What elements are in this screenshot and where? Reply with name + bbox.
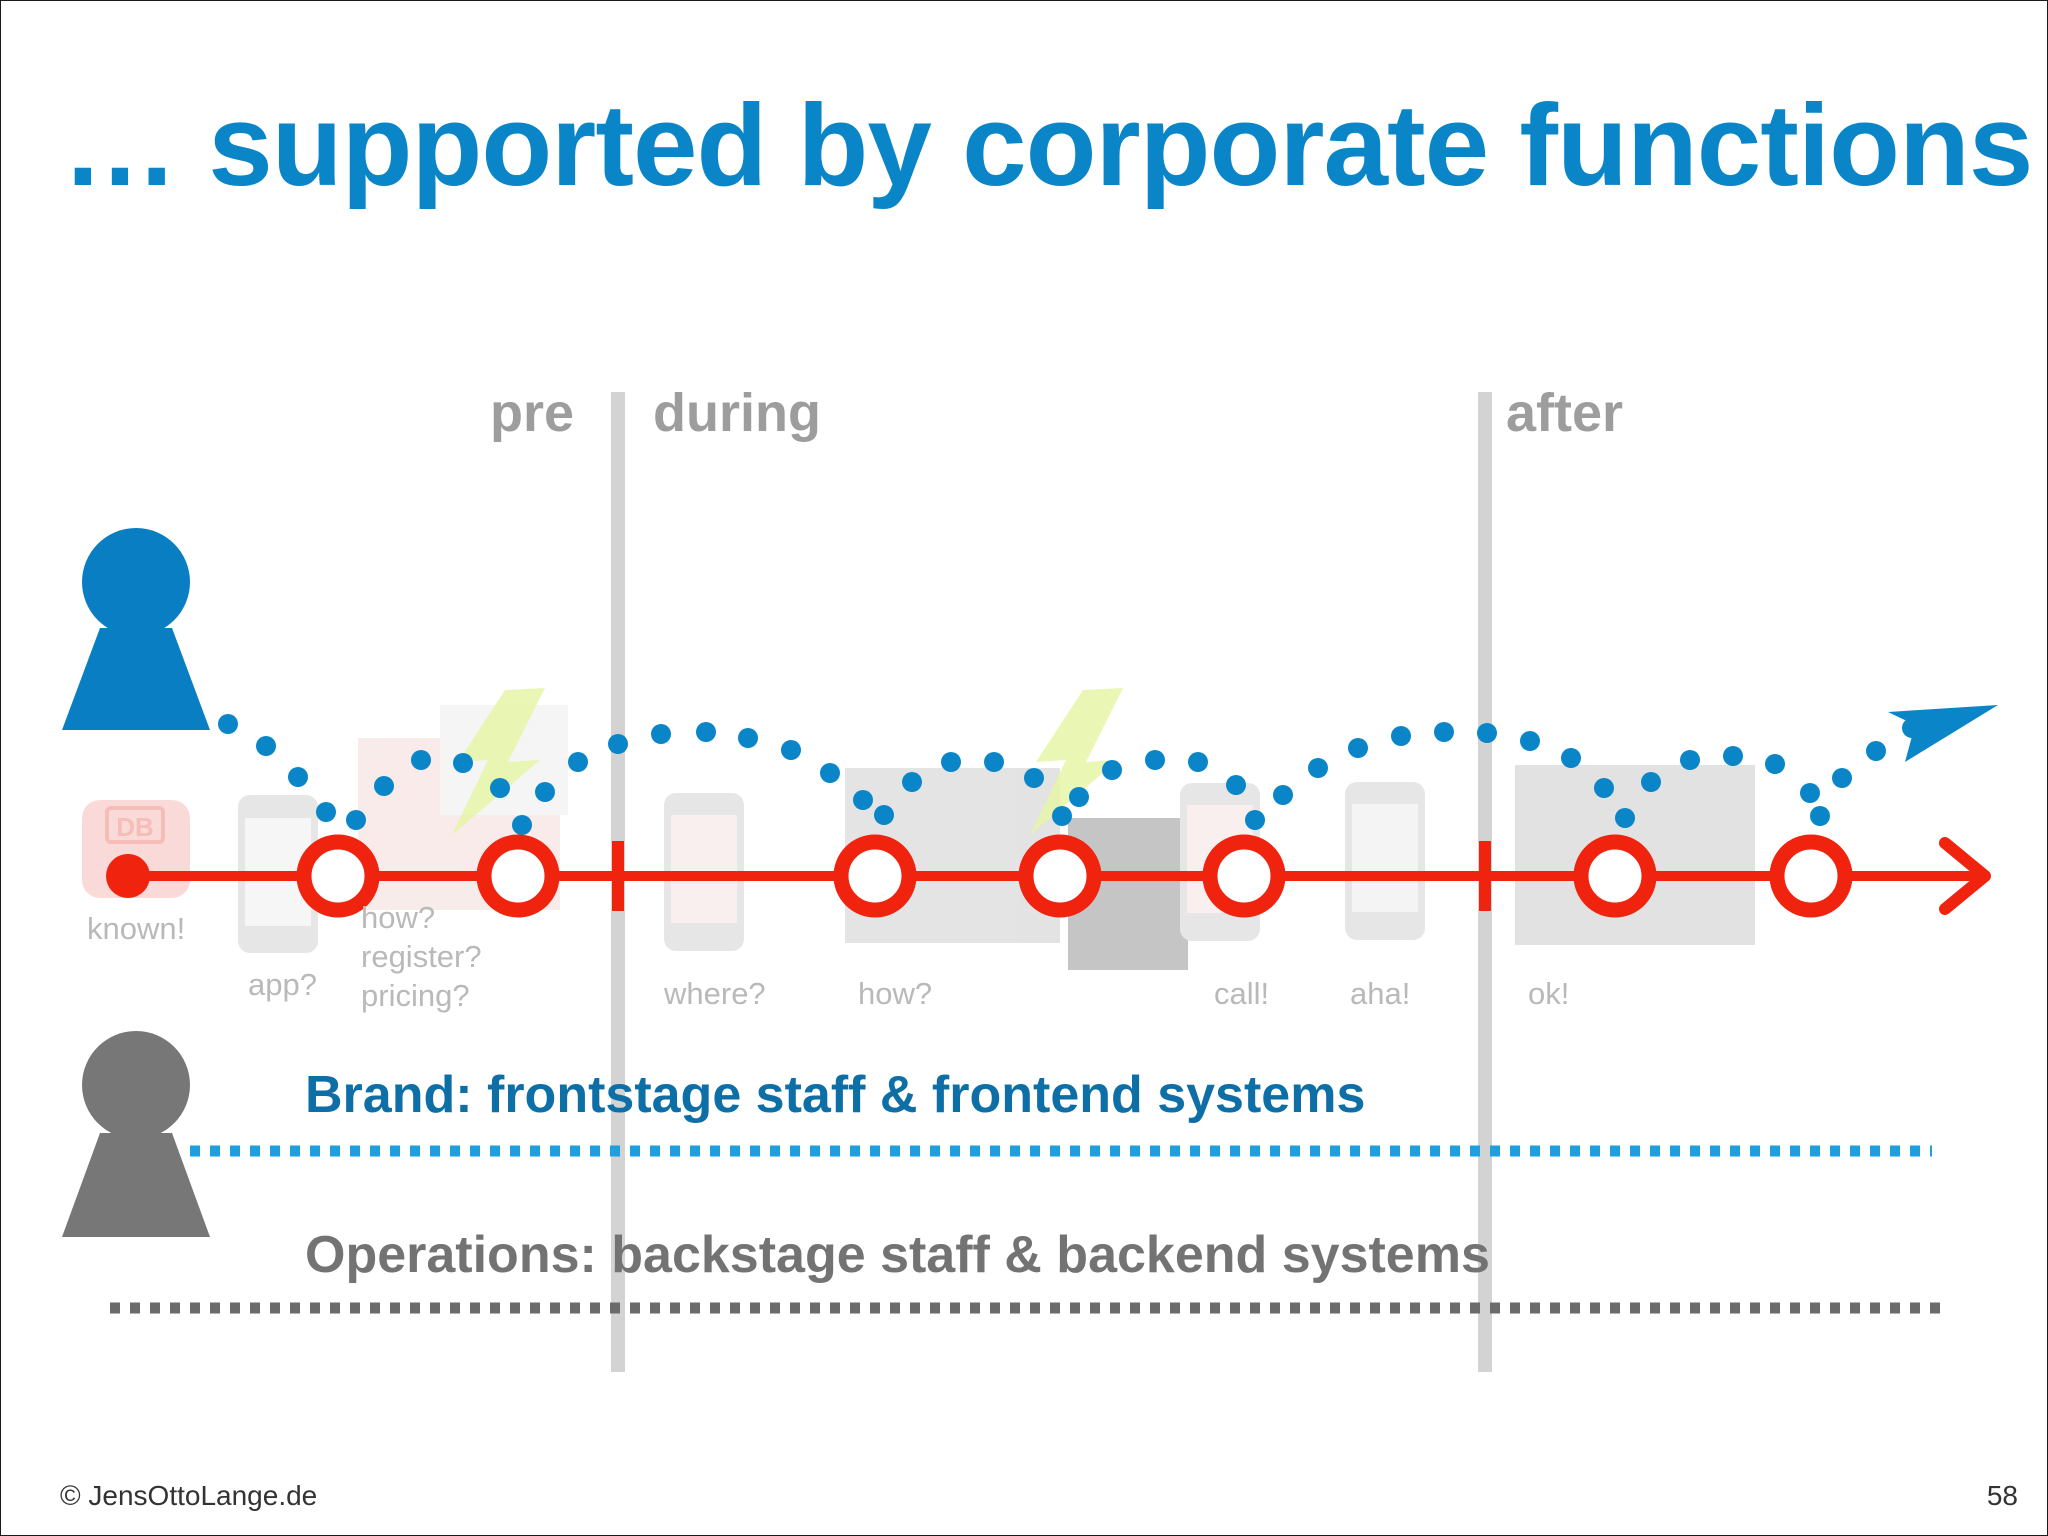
touchpoint-label-where: where? xyxy=(664,976,766,1011)
db-app-icon-text: DB xyxy=(116,812,154,842)
touchpoint-label-app: app? xyxy=(248,967,317,1002)
touchpoint-marker xyxy=(1018,834,1102,918)
phase-label-pre: pre xyxy=(490,383,575,443)
customer-journey-timeline xyxy=(106,834,1991,918)
lightning-icon xyxy=(452,688,545,835)
phase-label-during: during xyxy=(653,383,821,443)
touchpoint-label-known: known! xyxy=(87,911,186,946)
touchpoint-label-call: call! xyxy=(1214,976,1270,1011)
lightning-icon xyxy=(1030,688,1123,835)
operations-layer-label: Operations: backstage staff & backend sy… xyxy=(305,1226,1490,1284)
paper-plane-arrow-icon xyxy=(1888,705,1998,762)
timeline-start-point xyxy=(106,854,150,898)
touchpoint-marker xyxy=(1573,834,1657,918)
phase-tick-pre-during xyxy=(612,841,624,911)
phase-tick-during-after xyxy=(1479,841,1491,911)
slide-title: … supported by corporate functions xyxy=(62,80,2033,210)
smartphone-icon xyxy=(1345,782,1425,940)
touchpoint-label-ok: ok! xyxy=(1528,976,1570,1011)
touchpoint-markers xyxy=(296,834,1853,918)
phase-label-after: after xyxy=(1506,383,1624,443)
touchpoint-label-how: how? xyxy=(858,976,933,1011)
touchpoint-label-aha: aha! xyxy=(1350,976,1411,1011)
touchpoint-label-how-register-pricing: how? register? pricing? xyxy=(361,900,482,1013)
employee-figure-icon xyxy=(62,1031,210,1237)
touchpoint-marker xyxy=(1769,834,1853,918)
touchpoint-marker xyxy=(1202,834,1286,918)
customer-figure-icon xyxy=(62,528,210,730)
footer-copyright: © JensOttoLange.de xyxy=(60,1480,318,1511)
touchpoint-marker xyxy=(296,834,380,918)
page-number: 58 xyxy=(1986,1480,2018,1511)
touchpoint-marker xyxy=(833,834,917,918)
touchpoint-marker xyxy=(476,834,560,918)
brand-layer-label: Brand: frontstage staff & frontend syste… xyxy=(305,1066,1366,1124)
